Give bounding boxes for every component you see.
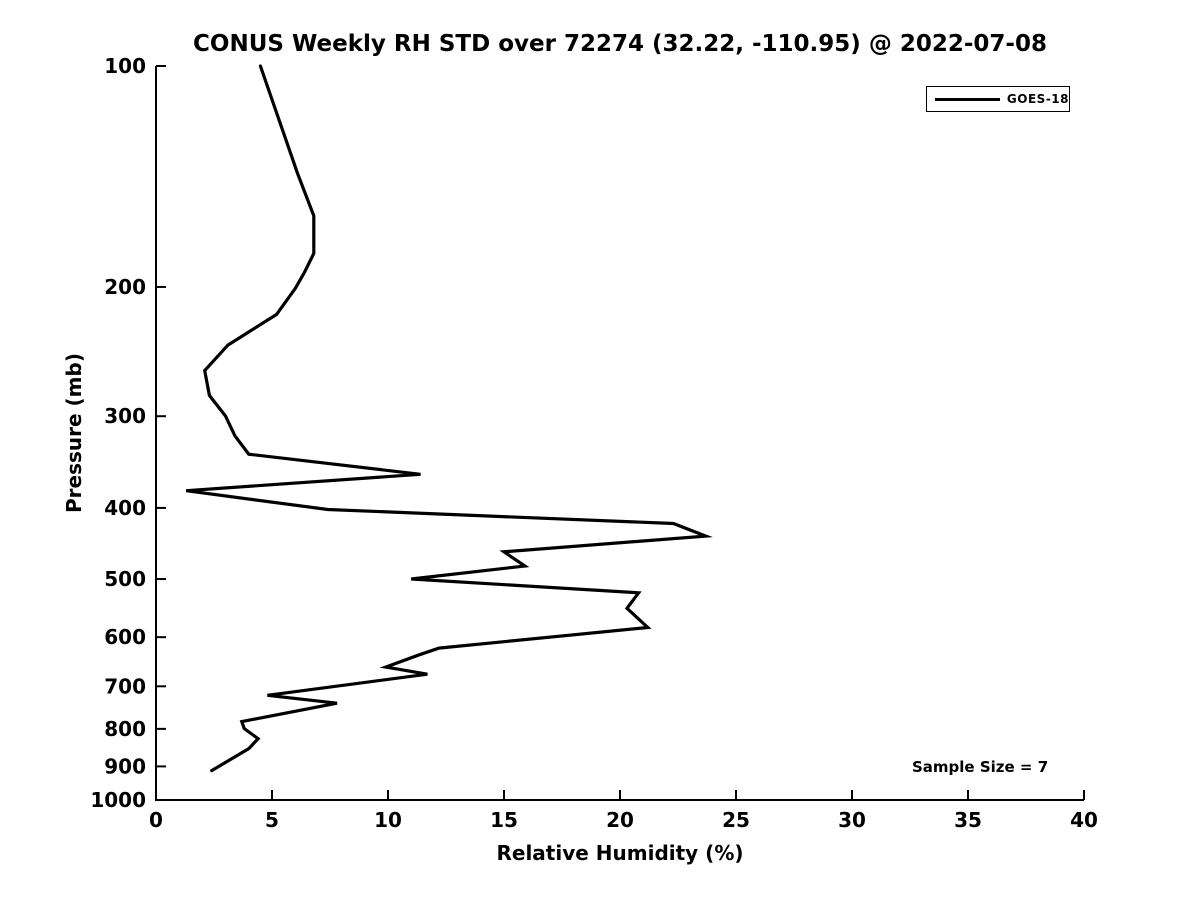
y-tick-label: 600 [104,625,146,649]
y-tick-label: 100 [104,54,146,78]
y-tick-label: 700 [104,674,146,698]
legend: GOES-18 [926,86,1070,112]
axis-spines [155,66,1084,801]
x-tick-label: 15 [490,808,518,832]
y-tick-label: 300 [104,404,146,428]
x-tick-label: 20 [606,808,634,832]
x-tick-label: 30 [838,808,866,832]
y-tick-label: 1000 [90,788,146,812]
x-tick-label: 40 [1070,808,1098,832]
y-tick-label: 900 [104,754,146,778]
chart-title: CONUS Weekly RH STD over 72274 (32.22, -… [193,31,1047,57]
x-axis-label: Relative Humidity (%) [496,841,744,865]
sample-size-annotation: Sample Size = 7 [912,758,1049,776]
y-tick-label: 400 [104,496,146,520]
x-tick-label: 10 [374,808,402,832]
series-line-goes-18 [185,64,713,773]
legend-line-sample-icon [935,97,1000,101]
x-tick-label: 25 [722,808,750,832]
x-tick-label: 5 [265,808,279,832]
y-axis-label: Pressure (mb) [62,353,86,513]
legend-label: GOES-18 [1006,92,1069,106]
y-tick-label: 500 [104,567,146,591]
x-tick-label: 0 [149,808,163,832]
y-tick-label: 200 [104,275,146,299]
y-tick-label: 800 [104,717,146,741]
x-tick-label: 35 [954,808,982,832]
